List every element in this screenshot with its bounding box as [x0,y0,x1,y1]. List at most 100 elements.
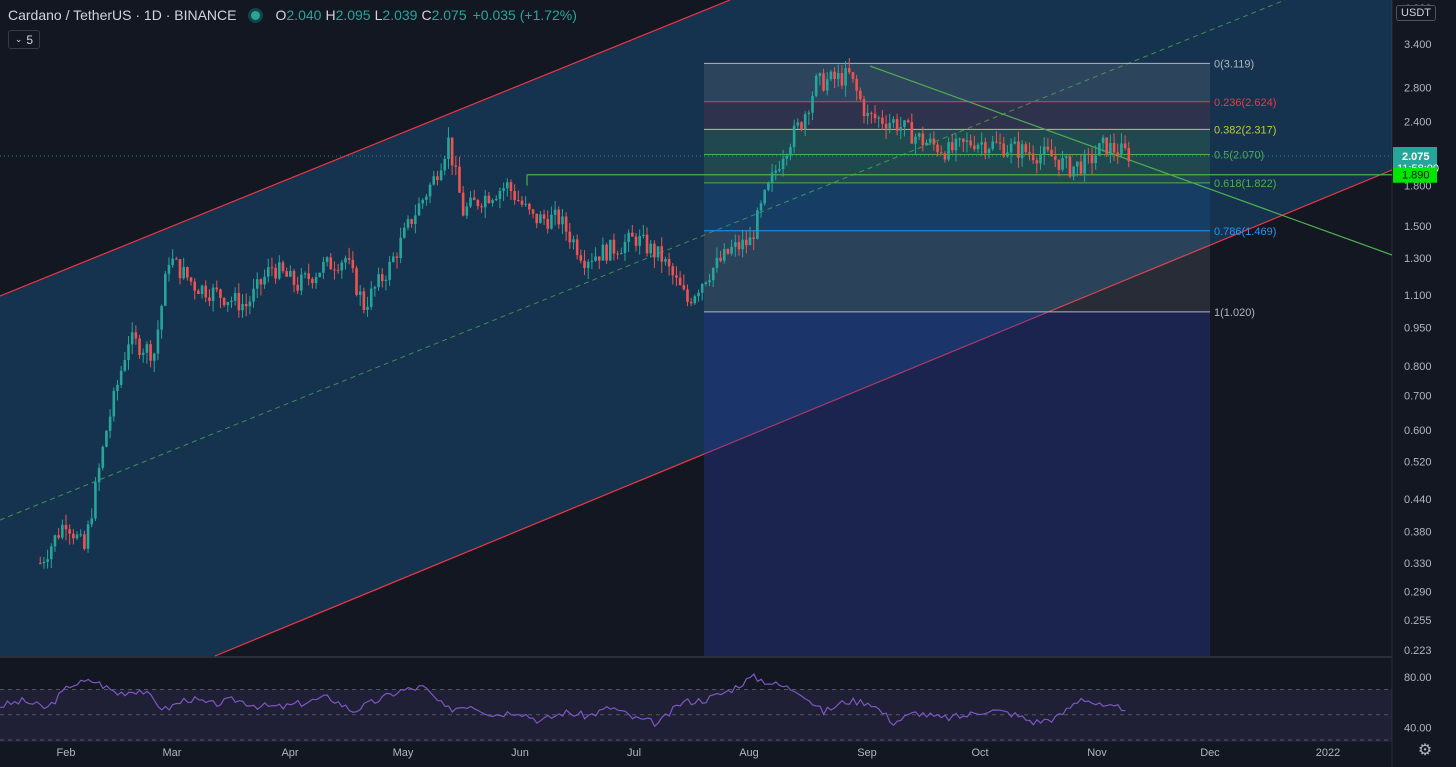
candle [689,297,693,307]
candle [292,268,296,293]
candle [958,137,961,147]
candle [1090,147,1094,175]
candle [984,137,987,160]
candle [226,301,230,312]
price-tick-label: 0.223 [1404,645,1432,657]
candle [586,259,590,279]
candle [575,234,579,260]
currency-button[interactable]: USDT [1396,5,1436,21]
candle [219,288,222,308]
candle [145,341,149,364]
rsi-axis-label: 80.00 [1404,672,1432,684]
candle [803,111,807,136]
candle [108,409,112,439]
candle [785,153,789,166]
price-tick-label: 0.255 [1404,615,1432,627]
candle [653,240,656,268]
candle [399,227,402,264]
candle [969,134,972,148]
candle [638,229,641,255]
channel-median-line [0,0,1286,521]
time-tick-label: Mar [163,747,182,759]
candle [38,556,42,565]
fib-band [704,101,1210,130]
candle [557,206,561,229]
price-tick-label: 2.800 [1404,82,1432,94]
candle [450,137,454,175]
candle [715,247,719,273]
price-tick-label: 0.330 [1404,558,1432,570]
candle [417,197,421,216]
candle [439,163,443,182]
candle [149,340,152,368]
candle [90,508,94,528]
candle [469,191,472,209]
candle [513,184,516,205]
low-label: L [374,7,383,23]
candle [358,285,362,306]
indicators-toggle-button[interactable]: ⌄ 5 [8,30,40,49]
candle [182,257,185,280]
candle [814,73,818,98]
time-tick-label: Aug [739,747,759,759]
gear-icon[interactable]: ⚙ [1417,742,1433,759]
candle [1064,153,1068,169]
candle [421,198,425,209]
last-price-value: 2.075 [1402,151,1430,163]
candle [1061,151,1064,172]
candle [141,348,145,363]
candle [1116,143,1120,164]
candle [160,304,163,339]
candle [373,285,377,297]
candle [259,278,263,296]
open-label: O [275,7,287,23]
candle [443,155,447,176]
candle [447,127,450,169]
symbol-title[interactable]: Cardano / TetherUS · 1D · BINANCE [8,7,237,23]
candle [965,132,969,153]
candle [384,275,388,291]
candle [277,255,281,281]
candle [796,118,800,129]
candle [505,178,509,197]
price-tick-label: 3.400 [1404,39,1432,51]
fib-band [704,154,1210,183]
channel-upper-line [0,0,731,297]
candle [741,229,744,258]
candle [244,293,248,317]
candle [1039,145,1042,170]
candle [476,198,480,210]
candle [94,477,97,522]
candle [377,267,380,291]
candle [189,276,193,286]
candle [233,287,237,306]
candle [936,141,939,157]
candle [1068,154,1072,179]
candle [524,196,527,207]
candle [642,225,645,239]
candle [252,278,255,308]
price-tick-label: 1.500 [1404,221,1432,233]
candle [75,531,79,541]
candle [928,133,932,146]
candle [86,520,90,553]
candle [840,65,844,89]
close-label: C [421,7,432,23]
candle [763,188,767,206]
candle [366,296,369,317]
candle [792,119,796,153]
candle [939,145,943,155]
candle [884,115,888,139]
candle [778,160,781,173]
candle [906,118,910,124]
candle [998,133,1002,151]
candle [322,256,325,279]
candle [726,248,730,256]
price-axis: 4.0003.4002.8002.4001.8001.5001.3001.100… [1404,3,1432,657]
candle [83,530,86,551]
candle [833,67,836,89]
candle [53,534,57,552]
candle [494,195,498,202]
candle [737,235,741,256]
